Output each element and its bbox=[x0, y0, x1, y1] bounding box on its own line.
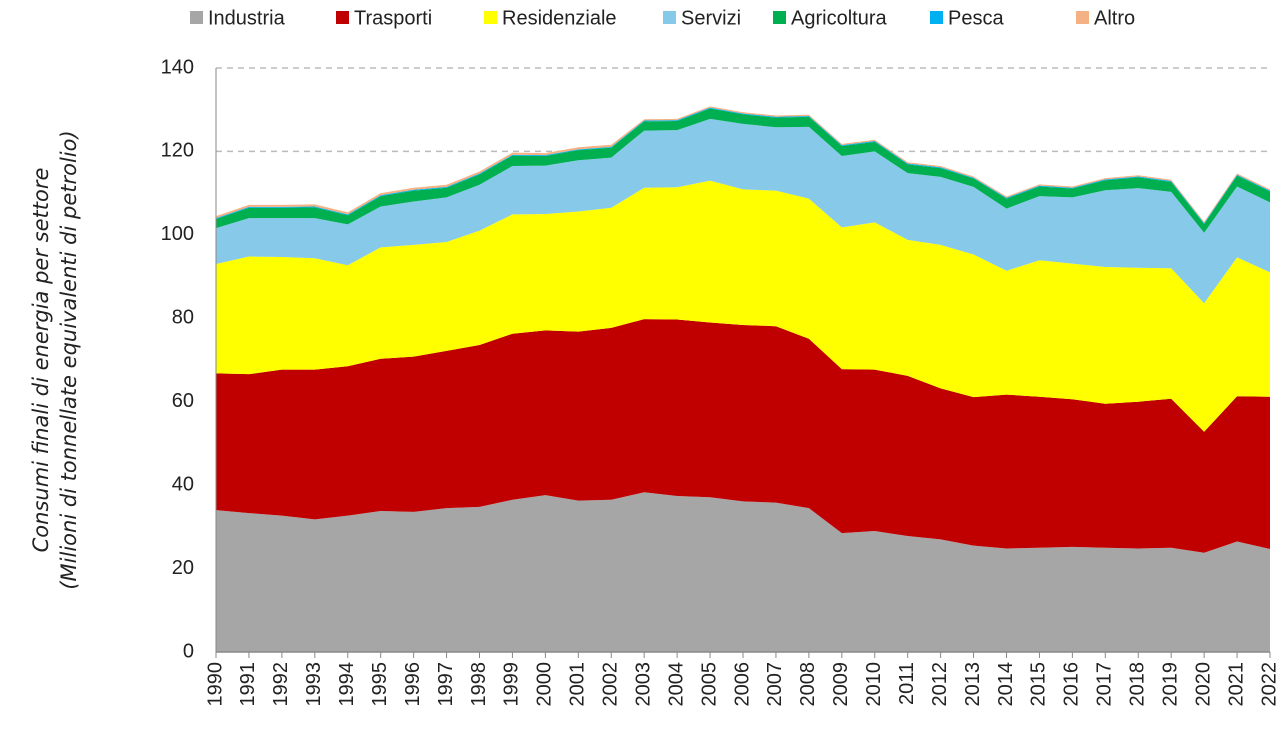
legend-marker bbox=[484, 11, 497, 24]
area bbox=[216, 118, 1270, 304]
x-tick-label: 2004 bbox=[665, 662, 687, 707]
x-tick-label: 2010 bbox=[863, 662, 885, 707]
x-tick-label: 1993 bbox=[303, 662, 325, 707]
x-tick-label: 1995 bbox=[369, 662, 391, 707]
y-axis-title: Consumi finali di energia per settore bbox=[29, 168, 53, 553]
legend-marker bbox=[663, 11, 676, 24]
legend-marker bbox=[190, 11, 203, 24]
y-tick-label: 20 bbox=[172, 557, 194, 579]
x-tick-label: 2003 bbox=[632, 662, 654, 707]
legend-marker bbox=[773, 11, 786, 24]
y-axis-title: (Milioni di tonnellate equivalenti di pe… bbox=[57, 130, 81, 589]
x-tick-label: 2015 bbox=[1028, 662, 1050, 707]
x-tick-label: 2007 bbox=[764, 662, 786, 707]
x-tick-label: 2005 bbox=[698, 662, 720, 707]
x-tick-label: 1996 bbox=[402, 662, 424, 707]
y-tick-label: 120 bbox=[161, 140, 194, 162]
x-tick-label: 2020 bbox=[1192, 662, 1214, 707]
x-tick-label: 2022 bbox=[1258, 662, 1280, 707]
x-tick-label: 1994 bbox=[336, 662, 358, 707]
area bbox=[216, 180, 1270, 432]
legend-label: Industria bbox=[208, 7, 286, 29]
x-tick-label: 2016 bbox=[1061, 662, 1083, 707]
legend-label: Altro bbox=[1094, 7, 1135, 29]
x-tick-label: 2014 bbox=[995, 662, 1017, 707]
x-tick-label: 2019 bbox=[1159, 662, 1181, 707]
x-tick-label: 1997 bbox=[435, 662, 457, 707]
y-tick-label: 140 bbox=[161, 56, 194, 78]
legend-label: Agricoltura bbox=[791, 7, 887, 29]
legend-label: Pesca bbox=[948, 7, 1004, 29]
y-tick-label: 60 bbox=[172, 390, 194, 412]
legend-label: Residenziale bbox=[502, 7, 617, 29]
x-tick-label: 2009 bbox=[830, 662, 852, 707]
x-tick-label: 2021 bbox=[1225, 662, 1247, 707]
x-tick-label: 2011 bbox=[896, 662, 918, 705]
x-tick-label: 2001 bbox=[567, 662, 589, 707]
x-tick-label: 2018 bbox=[1127, 662, 1149, 707]
y-tick-label: 100 bbox=[161, 223, 194, 245]
legend-marker bbox=[336, 11, 349, 24]
legend-label: Trasporti bbox=[354, 7, 432, 29]
legend-label: Servizi bbox=[681, 7, 741, 29]
y-tick-label: 0 bbox=[183, 640, 194, 662]
x-tick-label: 2012 bbox=[929, 662, 951, 707]
x-tick-label: 2008 bbox=[797, 662, 819, 707]
x-tick-label: 1998 bbox=[468, 662, 490, 707]
x-tick-label: 2006 bbox=[731, 662, 753, 707]
area bbox=[216, 319, 1270, 553]
x-tick-label: 2000 bbox=[534, 662, 556, 707]
x-tick-label: 1992 bbox=[270, 662, 292, 707]
y-tick-label: 80 bbox=[172, 307, 194, 329]
y-tick-label: 40 bbox=[172, 473, 194, 495]
legend-marker bbox=[930, 11, 943, 24]
x-tick-label: 2002 bbox=[600, 662, 622, 707]
legend-marker bbox=[1076, 11, 1089, 24]
x-tick-label: 1999 bbox=[501, 662, 523, 707]
x-tick-label: 1990 bbox=[204, 662, 226, 707]
x-tick-label: 1991 bbox=[237, 662, 259, 707]
x-tick-label: 2017 bbox=[1094, 662, 1116, 707]
area bbox=[216, 492, 1270, 652]
x-tick-label: 2013 bbox=[962, 662, 984, 707]
area bbox=[216, 108, 1270, 233]
